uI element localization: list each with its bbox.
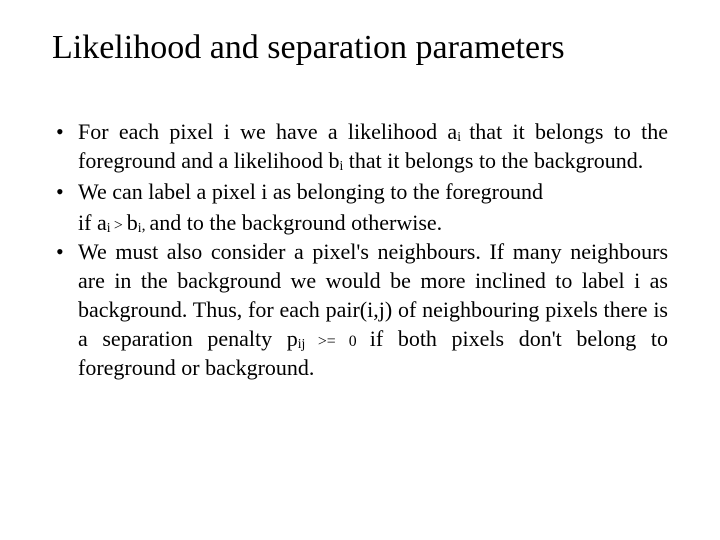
text: b xyxy=(127,210,138,235)
bullet-list: We must also consider a pixel's neighbou… xyxy=(52,237,668,382)
subscript-ij: ij xyxy=(298,336,318,351)
ge-zero: >= 0 xyxy=(318,333,370,350)
slide-title: Likelihood and separation parameters xyxy=(52,28,668,69)
slide: Likelihood and separation parameters For… xyxy=(0,0,720,540)
bullet-item-3: We must also consider a pixel's neighbou… xyxy=(52,237,668,382)
text: We can label a pixel i as belonging to t… xyxy=(78,179,543,204)
bullet-list: For each pixel i we have a likelihood ai… xyxy=(52,117,668,206)
subscript-i: i xyxy=(457,129,469,144)
text: if a xyxy=(78,210,107,235)
text: and to the background otherwise. xyxy=(150,210,443,235)
bullet-item-2: We can label a pixel i as belonging to t… xyxy=(52,177,668,206)
subscript-i: i xyxy=(107,220,114,235)
comma: , xyxy=(142,217,150,234)
subscript-i: i xyxy=(340,158,344,173)
bullet-item-1: For each pixel i we have a likelihood ai… xyxy=(52,117,668,175)
gt-symbol: > xyxy=(114,217,127,234)
bullet-item-2-continuation: if ai > bi, and to the background otherw… xyxy=(52,208,668,237)
text: that it belongs to the background. xyxy=(343,148,643,173)
text: For each pixel i we have a likelihood a xyxy=(78,119,457,144)
